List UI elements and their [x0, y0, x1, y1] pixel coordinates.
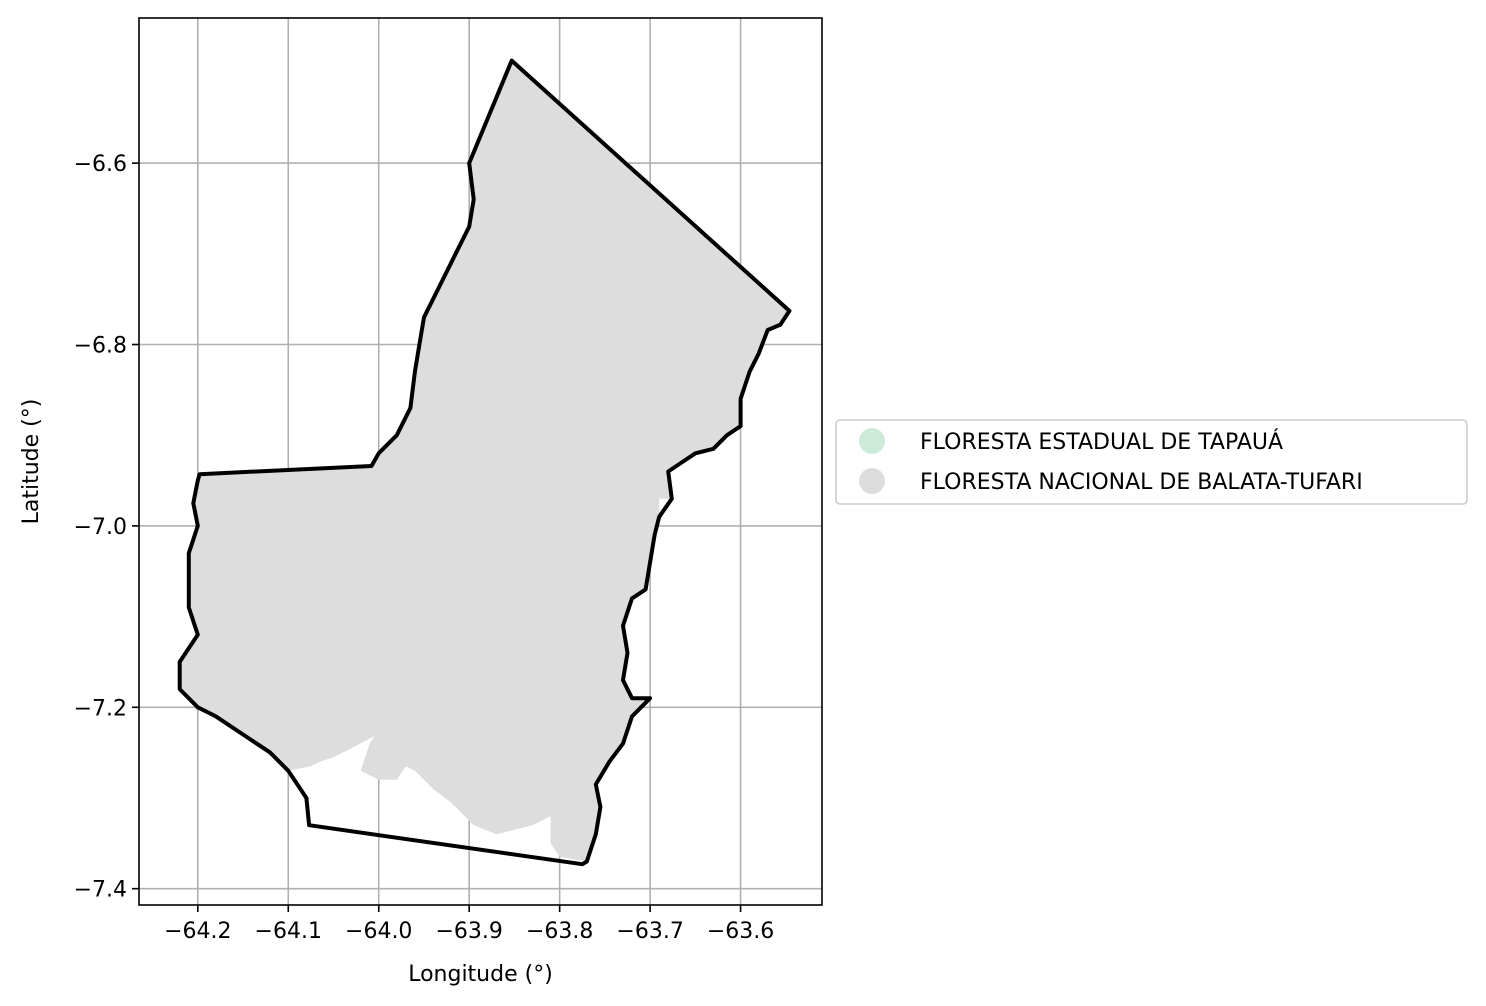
- x-tick-label: −63.8: [526, 919, 593, 944]
- legend: FLORESTA ESTADUAL DE TAPAUÁ FLORESTA NAC…: [835, 419, 1468, 505]
- y-tick-label: −7.0: [74, 515, 127, 540]
- axes-frame: [138, 17, 823, 906]
- y-tick-label: −7.2: [74, 696, 127, 721]
- x-axis-label: Longitude (°): [408, 962, 553, 987]
- legend-marker-tapaua: [859, 428, 885, 454]
- protected-area-boundary: [177, 58, 792, 867]
- y-tick-label: −6.8: [74, 334, 127, 359]
- y-tick-label: −6.6: [74, 152, 127, 177]
- x-tick-label: −63.9: [435, 919, 502, 944]
- legend-label-tapaua: FLORESTA ESTADUAL DE TAPAUÁ: [920, 429, 1283, 455]
- x-axis-ticks: −64.2 −64.1 −64.0 −63.9 −63.8 −63.7 −63.6: [164, 905, 774, 944]
- y-axis-label: Latitude (°): [19, 399, 44, 525]
- x-tick-label: −64.2: [164, 919, 231, 944]
- x-tick-label: −63.7: [616, 919, 683, 944]
- map-features: [177, 58, 792, 867]
- legend-marker-balata-tufari: [859, 468, 885, 494]
- legend-box: [835, 419, 1468, 505]
- legend-label-balata-tufari: FLORESTA NACIONAL DE BALATA-TUFARI: [920, 470, 1363, 495]
- x-tick-label: −64.0: [345, 919, 412, 944]
- y-axis-ticks: −6.6 −6.8 −7.0 −7.2 −7.4: [74, 152, 139, 903]
- balata-tufari-area: [179, 60, 790, 862]
- x-tick-label: −63.6: [707, 919, 774, 944]
- x-tick-label: −64.1: [255, 919, 322, 944]
- y-tick-label: −7.4: [74, 878, 127, 903]
